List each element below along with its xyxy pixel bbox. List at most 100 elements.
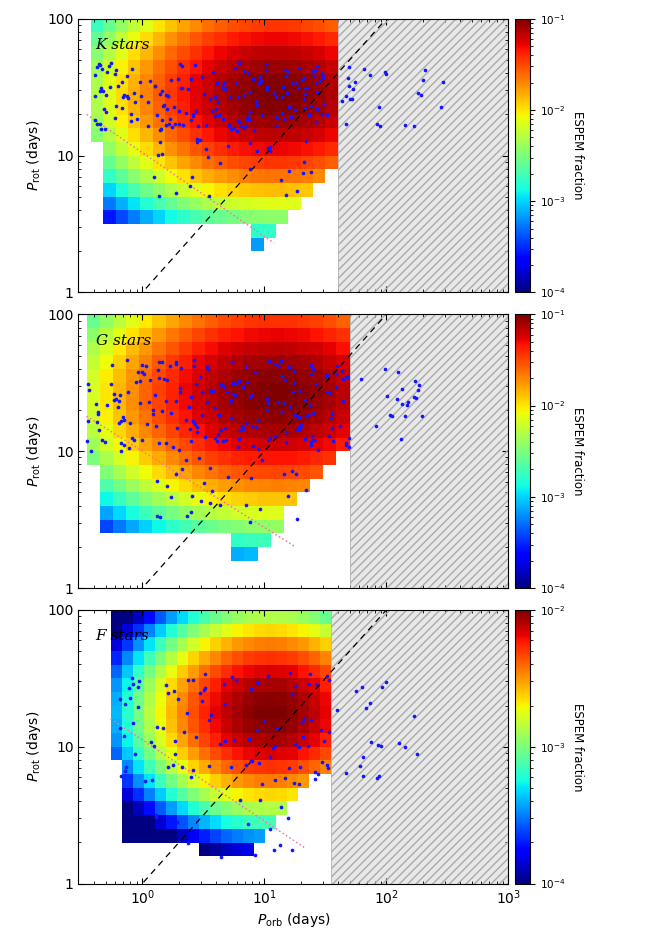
Bar	[100, 424, 113, 437]
Bar	[122, 623, 133, 637]
Point	[154, 370, 164, 385]
Point	[185, 422, 196, 437]
Point	[270, 429, 281, 444]
Point	[341, 435, 351, 450]
Bar	[152, 355, 165, 369]
Point	[220, 433, 231, 448]
Point	[323, 760, 334, 776]
Bar	[215, 60, 227, 73]
Point	[295, 422, 305, 437]
Point	[177, 760, 188, 775]
Bar	[86, 424, 100, 437]
Point	[194, 450, 204, 465]
Point	[396, 382, 407, 397]
Bar	[188, 746, 199, 760]
Point	[172, 814, 182, 829]
Bar	[264, 19, 276, 33]
Bar	[111, 651, 122, 665]
Point	[209, 431, 220, 446]
Bar	[276, 101, 288, 115]
Point	[216, 377, 227, 392]
Point	[255, 792, 266, 807]
Bar	[298, 665, 309, 679]
Point	[324, 428, 334, 443]
Point	[229, 733, 239, 748]
Point	[219, 380, 230, 395]
Bar	[239, 87, 251, 101]
Bar	[122, 815, 133, 829]
Bar	[227, 156, 239, 169]
Point	[335, 418, 345, 433]
Point	[158, 98, 169, 113]
Bar	[232, 465, 245, 478]
Point	[232, 123, 243, 138]
Point	[246, 470, 256, 485]
Bar	[284, 465, 297, 478]
Bar	[113, 369, 126, 383]
Bar	[202, 196, 215, 211]
Bar	[271, 493, 284, 506]
Bar	[232, 665, 243, 679]
Bar	[271, 410, 284, 424]
Bar	[297, 314, 310, 328]
Bar	[239, 33, 251, 46]
Point	[148, 739, 159, 754]
Point	[152, 509, 162, 524]
Bar	[190, 169, 202, 183]
Point	[204, 461, 215, 476]
Point	[232, 377, 242, 392]
Bar	[210, 692, 220, 706]
Bar	[326, 142, 337, 156]
Point	[123, 90, 133, 105]
Bar	[336, 383, 350, 397]
Bar	[122, 637, 133, 651]
Bar	[336, 424, 350, 437]
Point	[371, 419, 381, 434]
Bar	[297, 478, 310, 493]
Point	[237, 418, 247, 433]
Point	[208, 65, 218, 80]
Bar	[264, 142, 276, 156]
Bar	[190, 211, 202, 224]
Bar	[126, 478, 139, 493]
Bar	[288, 60, 301, 73]
Bar	[139, 465, 152, 478]
Point	[149, 387, 160, 402]
Bar	[220, 637, 232, 651]
Bar	[265, 802, 276, 815]
Point	[195, 133, 205, 148]
Point	[409, 390, 419, 405]
Bar	[288, 73, 301, 87]
Point	[211, 102, 221, 117]
Bar	[113, 342, 126, 355]
Bar	[218, 437, 232, 451]
Point	[298, 165, 308, 180]
Bar	[179, 451, 192, 465]
Bar	[218, 369, 232, 383]
Bar	[122, 788, 133, 802]
Bar	[103, 128, 116, 142]
Point	[226, 393, 236, 408]
Point	[173, 116, 184, 131]
Bar	[154, 788, 165, 802]
Bar	[297, 437, 310, 451]
Point	[267, 741, 278, 756]
Bar	[91, 46, 103, 60]
Point	[222, 384, 233, 400]
Point	[373, 768, 384, 783]
Point	[264, 749, 275, 764]
Point	[400, 118, 410, 133]
Bar	[152, 314, 165, 328]
Point	[210, 400, 220, 415]
Bar	[86, 328, 100, 342]
Point	[144, 395, 154, 410]
Bar	[152, 128, 165, 142]
Bar	[202, 87, 215, 101]
Bar	[309, 623, 320, 637]
Bar	[100, 328, 113, 342]
Point	[351, 683, 362, 698]
Bar	[141, 115, 152, 128]
Point	[114, 692, 125, 707]
Bar	[103, 142, 116, 156]
Point	[371, 771, 382, 786]
